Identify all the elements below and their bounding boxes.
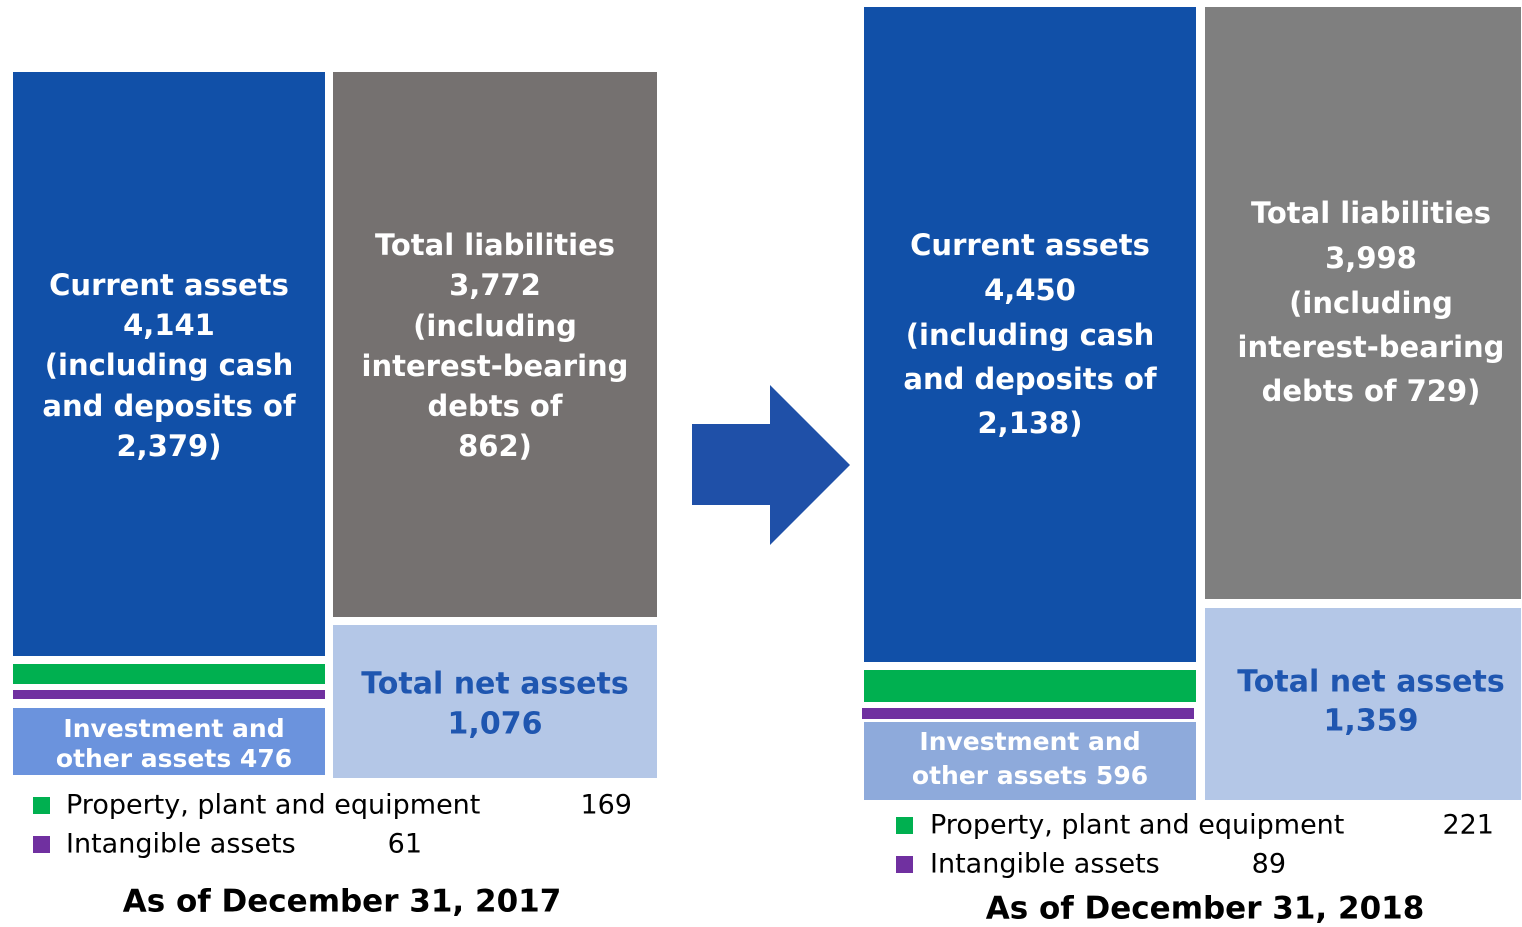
liabilities-label: debts of 729) bbox=[1262, 374, 1481, 408]
current-assets-label: Current assets bbox=[49, 268, 289, 302]
net-assets-block bbox=[333, 625, 657, 778]
intangible-block bbox=[862, 708, 1194, 719]
current-assets-label: Current assets bbox=[910, 228, 1150, 262]
net-assets-block bbox=[1205, 608, 1521, 800]
arrow bbox=[692, 385, 850, 545]
net-assets-label: 1,359 bbox=[1324, 704, 1419, 739]
liabilities-label: Total liabilities bbox=[1251, 196, 1491, 230]
liabilities-label: debts of bbox=[428, 389, 563, 423]
current-assets-label: 4,450 bbox=[984, 273, 1076, 307]
current-assets-block bbox=[864, 7, 1196, 662]
current-assets-label: 2,138) bbox=[978, 406, 1083, 440]
intangible-block bbox=[13, 690, 325, 699]
liabilities-label: 3,772 bbox=[449, 268, 541, 302]
legend-swatch bbox=[33, 836, 50, 853]
investment-label: Investment and bbox=[63, 714, 284, 743]
current-assets-label: (including cash bbox=[45, 348, 293, 382]
current-assets-label: 2,379) bbox=[117, 429, 222, 463]
liabilities-label: Total liabilities bbox=[375, 228, 615, 262]
liabilities-block bbox=[1205, 7, 1521, 599]
liabilities-label: interest-bearing bbox=[1238, 330, 1505, 364]
liabilities-label: (including bbox=[1289, 286, 1453, 320]
legend-swatch bbox=[33, 797, 50, 814]
legend-label: Property, plant and equipment bbox=[930, 810, 1344, 841]
investment-block bbox=[864, 722, 1196, 800]
legend-label: Intangible assets bbox=[66, 829, 296, 860]
legend-value: 89 bbox=[1252, 849, 1286, 880]
current-assets-block bbox=[13, 72, 325, 656]
legend-label: Property, plant and equipment bbox=[66, 790, 480, 821]
liabilities-label: 3,998 bbox=[1325, 241, 1417, 275]
net-assets-label: 1,076 bbox=[448, 707, 543, 742]
current-assets-label: and deposits of bbox=[903, 362, 1157, 396]
investment-block bbox=[13, 708, 325, 775]
investment-label: other assets 476 bbox=[56, 744, 292, 773]
legend-value: 221 bbox=[1442, 810, 1494, 841]
panel-title: As of December 31, 2018 bbox=[986, 891, 1425, 927]
legend-value: 169 bbox=[580, 790, 632, 821]
ppe-block bbox=[13, 664, 325, 684]
ppe-block bbox=[864, 670, 1196, 702]
liabilities-label: (including bbox=[413, 309, 577, 343]
panel-title: As of December 31, 2017 bbox=[123, 884, 562, 920]
current-assets-label: (including cash bbox=[906, 318, 1154, 352]
legend-swatch bbox=[896, 817, 913, 834]
legend-value: 61 bbox=[388, 829, 422, 860]
legend-label: Intangible assets bbox=[930, 849, 1160, 880]
investment-label: other assets 596 bbox=[912, 761, 1148, 790]
current-assets-label: and deposits of bbox=[42, 389, 296, 423]
liabilities-block bbox=[333, 72, 657, 617]
liabilities-label: interest-bearing bbox=[362, 349, 629, 383]
investment-label: Investment and bbox=[919, 727, 1140, 756]
current-assets-label: 4,141 bbox=[123, 308, 215, 342]
liabilities-label: 862) bbox=[458, 429, 532, 463]
legend-swatch bbox=[896, 856, 913, 873]
net-assets-label: Total net assets bbox=[1237, 665, 1504, 700]
net-assets-label: Total net assets bbox=[361, 667, 628, 702]
